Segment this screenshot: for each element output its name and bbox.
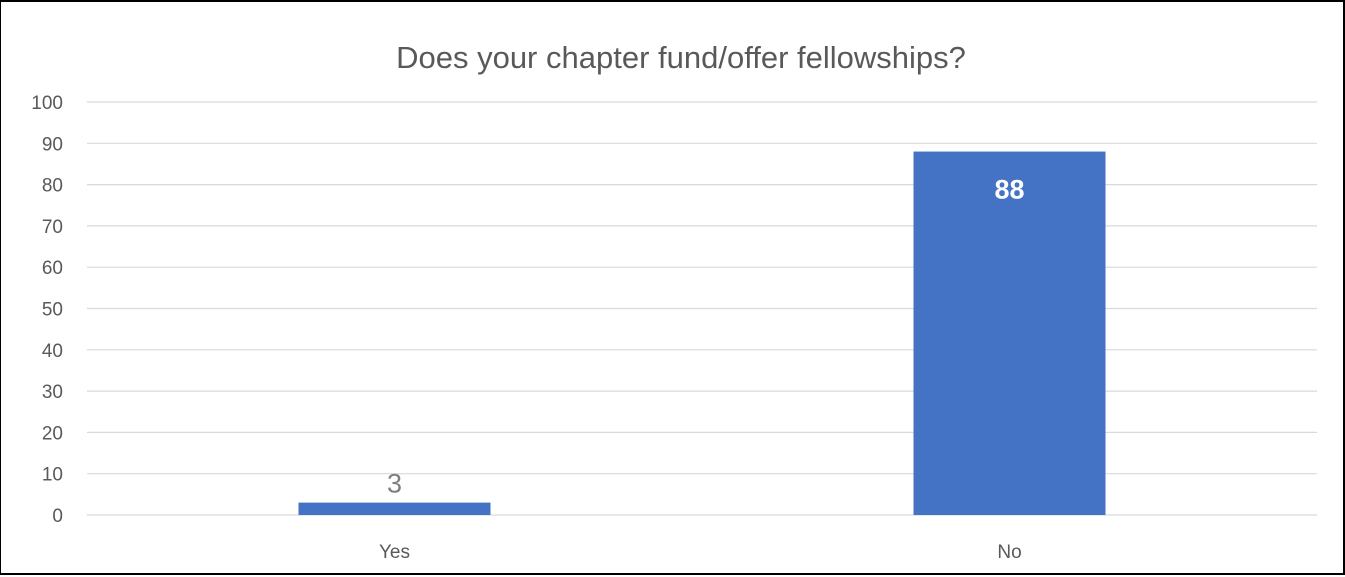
x-axis: Yes No [379, 542, 1022, 563]
y-tick-label: 40 [42, 341, 63, 362]
gridlines [87, 101, 1317, 516]
bar-yes [298, 502, 491, 515]
bar-no [913, 151, 1106, 515]
chart-title: Does your chapter fund/offer fellowships… [396, 40, 966, 75]
x-category-label: Yes [379, 542, 410, 563]
data-label: 3 [387, 469, 402, 499]
y-tick-label: 30 [42, 382, 63, 403]
y-tick-label: 70 [42, 217, 63, 238]
y-tick-label: 50 [42, 300, 63, 321]
y-tick-label: 100 [31, 93, 63, 114]
y-axis: 0 10 20 30 40 50 60 70 80 90 100 [31, 93, 63, 527]
y-tick-label: 10 [42, 465, 63, 486]
x-category-label: No [997, 542, 1021, 563]
y-tick-label: 80 [42, 176, 63, 197]
bars: 3 88 [298, 151, 1106, 515]
y-tick-label: 20 [42, 423, 63, 444]
y-tick-label: 0 [52, 506, 63, 527]
y-tick-label: 60 [42, 258, 63, 279]
y-tick-label: 90 [42, 134, 63, 155]
data-label: 88 [994, 175, 1024, 205]
